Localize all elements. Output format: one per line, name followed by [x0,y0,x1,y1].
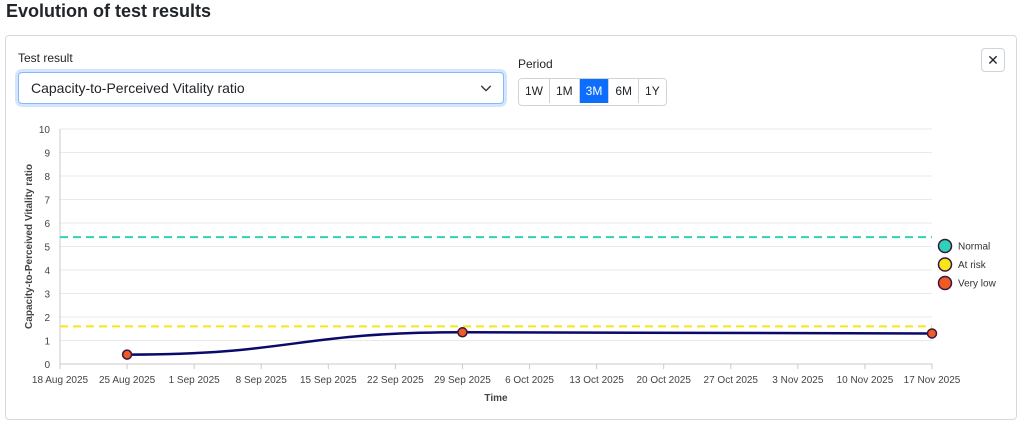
chevron-down-icon [480,85,492,92]
y-tick-label: 10 [39,125,51,136]
x-tick-label: 15 Sep 2025 [300,375,357,386]
x-tick-label: 6 Oct 2025 [505,375,554,386]
results-card: Test result Capacity-to-Perceived Vitali… [5,35,1017,420]
period-button-group: 1W 1M 3M 6M 1Y [518,78,667,106]
period-button-1w[interactable]: 1W [519,79,550,103]
legend-marker-at-risk [937,257,953,272]
data-point [121,349,133,360]
y-tick-label: 3 [44,290,50,301]
legend-layer: Normal At risk Very low [937,238,997,291]
period-label: Period [518,57,553,71]
axis-layer: 0 1 2 3 4 5 6 7 8 9 10 18 Aug 2025 25 Aug 2025 1 Sep … [24,125,961,404]
close-icon: ✕ [987,51,999,68]
series-line [127,331,933,356]
y-tick-label: 4 [44,266,50,277]
period-button-3m[interactable]: 3M [579,79,610,103]
page-title: Evolution of test results [6,1,212,21]
x-tick-label: 1 Sep 2025 [169,375,221,386]
x-tick-label: 8 Sep 2025 [236,375,288,386]
period-button-1y[interactable]: 1Y [639,79,666,103]
y-tick-label: 0 [44,360,50,371]
x-tick-label: 18 Aug 2025 [32,375,89,386]
data-point [926,328,938,339]
test-result-label: Test result [18,51,73,65]
x-axis-label: Time [484,393,508,404]
x-tick-label: 22 Sep 2025 [367,375,424,386]
y-tick-label: 8 [44,172,50,183]
y-tick-label: 5 [44,243,50,254]
x-tick-label: 17 Nov 2025 [904,375,961,386]
x-tick-label: 10 Nov 2025 [837,375,894,386]
x-tick-label: 27 Oct 2025 [704,375,759,386]
y-axis-label: Capacity-to-Perceived Vitality ratio [24,164,35,329]
legend-marker-normal [937,238,953,254]
x-tick-label: 3 Nov 2025 [772,375,824,386]
y-tick-label: 1 [44,337,50,348]
x-tick-label: 13 Oct 2025 [569,375,624,386]
close-button[interactable]: ✕ [981,48,1005,72]
data-point [457,327,468,338]
legend-marker-very-low [937,275,953,291]
legend-label-normal: Normal [958,242,990,253]
period-button-6m[interactable]: 6M [609,79,640,103]
x-tick-label: 20 Oct 2025 [636,375,691,386]
y-tick-label: 9 [44,149,50,160]
test-result-select[interactable]: Capacity-to-Perceived Vitality ratio [18,72,504,104]
x-tick-label: 29 Sep 2025 [434,375,491,386]
legend-label-very-low: Very low [958,279,997,290]
y-tick-label: 6 [44,219,50,230]
grid-layer [59,128,933,369]
legend-label-at-risk: At risk [958,260,987,271]
x-tick-label: 25 Aug 2025 [99,375,156,386]
y-tick-label: 2 [44,313,50,324]
y-tick-label: 7 [44,196,50,207]
series-layer [121,327,938,360]
threshold-layer [60,236,932,328]
selected-test-value: Capacity-to-Perceived Vitality ratio [31,80,245,96]
period-button-1m[interactable]: 1M [550,79,580,103]
